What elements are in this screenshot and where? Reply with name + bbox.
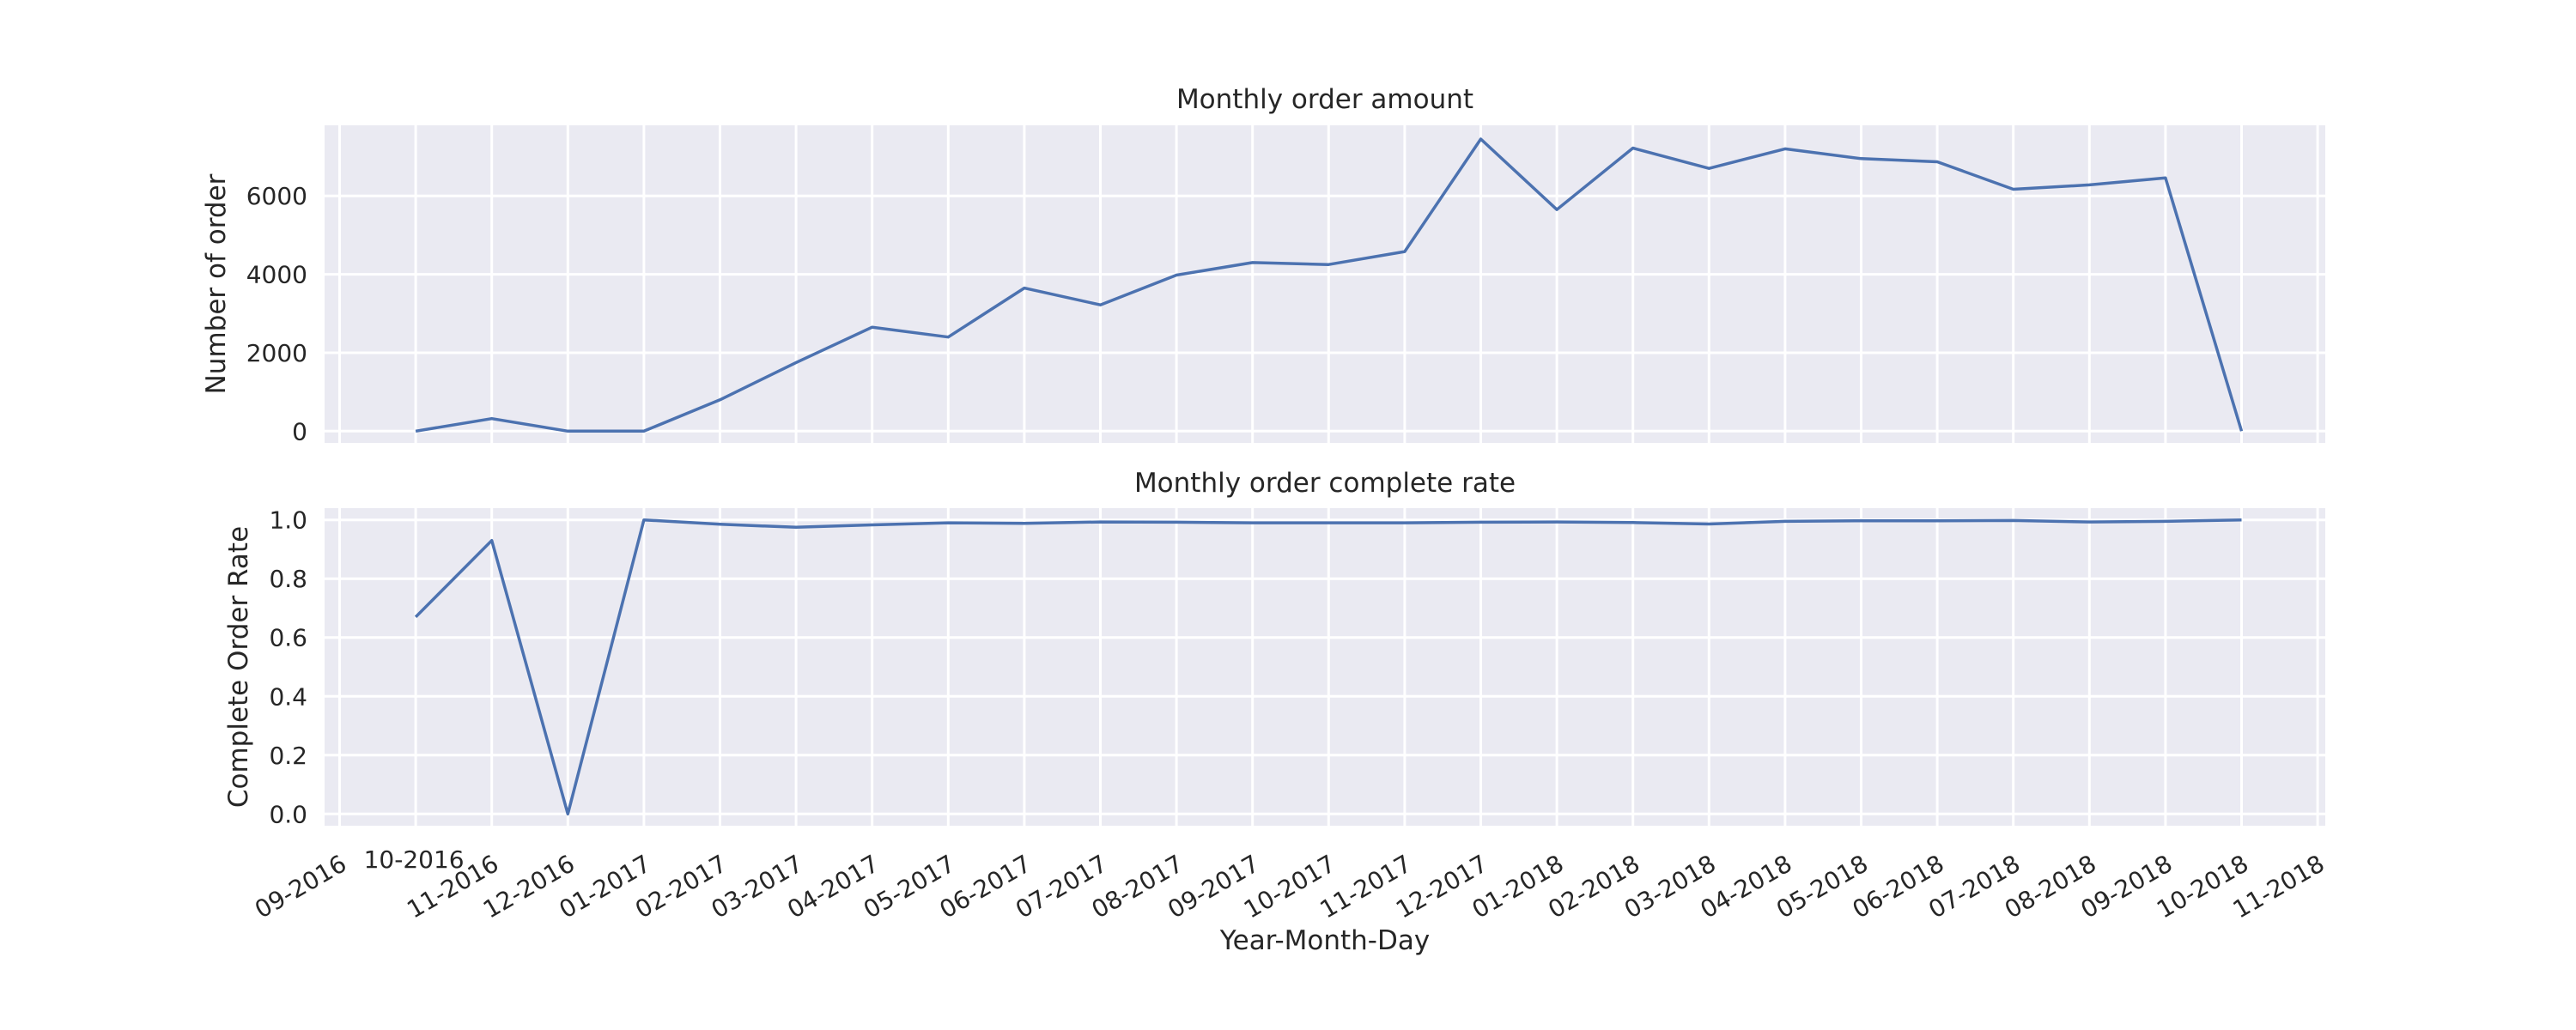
order-amount-y-tick-label: 6000 xyxy=(246,182,307,210)
complete-rate-y-axis-label: Complete Order Rate xyxy=(223,526,254,808)
order-amount-y-tick-label: 0 xyxy=(292,417,307,445)
complete-rate-title: Monthly order complete rate xyxy=(1134,468,1516,499)
order-amount-plot-area xyxy=(325,125,2325,443)
complete-rate-panel: 0.00.20.40.60.81.0 09-2016 10-201611-2016… xyxy=(223,468,2330,956)
x-tick-labels: 09-2016 10-201611-201612-201601-201702-20… xyxy=(250,845,2329,924)
complete-rate-y-tick-label: 0.8 xyxy=(269,565,307,593)
complete-rate-y-tick-label: 0.2 xyxy=(269,742,307,770)
order-amount-y-tick-labels: 0 2000 4000 6000 xyxy=(246,182,307,445)
order-amount-panel: 0 2000 4000 6000 Monthly order amount Numbe… xyxy=(201,84,2325,445)
order-amount-y-gridlines xyxy=(325,194,2325,433)
x-tick-label: 10-2016 xyxy=(364,845,465,874)
complete-rate-y-tick-label: 0.0 xyxy=(269,800,307,828)
complete-rate-y-tick-label: 0.6 xyxy=(269,624,307,652)
x-axis-label: Year-Month-Day xyxy=(1219,925,1430,956)
complete-rate-x-gridlines xyxy=(338,508,2319,826)
complete-rate-plot-area xyxy=(325,508,2325,826)
order-amount-y-tick-label: 2000 xyxy=(246,339,307,367)
order-amount-y-axis-label: Number of order xyxy=(201,173,232,394)
order-amount-y-tick-label: 4000 xyxy=(246,261,307,289)
order-amount-line xyxy=(415,137,2244,433)
order-amount-title: Monthly order amount xyxy=(1176,84,1473,115)
order-amount-x-gridlines xyxy=(338,125,2319,443)
complete-rate-line xyxy=(414,518,2242,816)
complete-rate-y-tick-label: 1.0 xyxy=(269,506,307,535)
complete-rate-y-tick-labels: 0.0 0.2 0.4 0.6 0.8 1.0 xyxy=(269,506,307,829)
x-tick-label: 09-2016 xyxy=(250,849,351,924)
complete-rate-y-tick-label: 0.4 xyxy=(269,682,307,711)
